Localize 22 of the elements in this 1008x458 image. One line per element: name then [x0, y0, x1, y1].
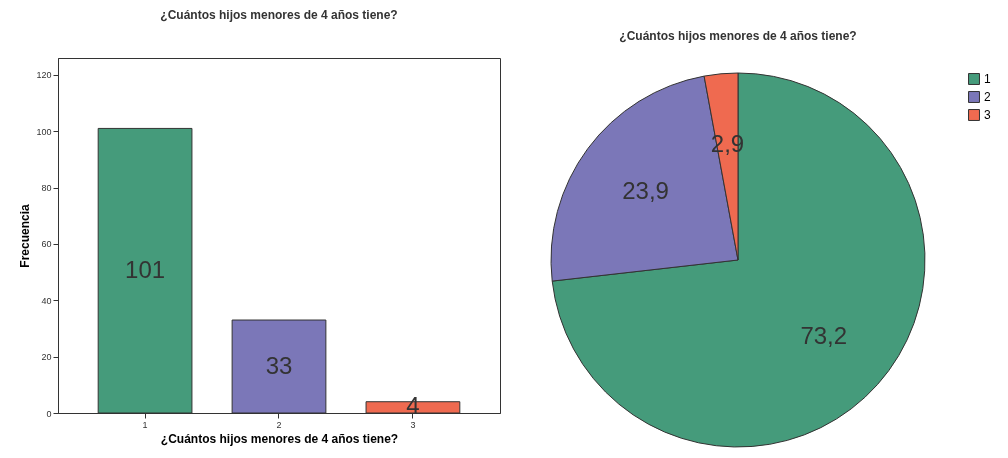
data-label: 33	[265, 351, 293, 379]
x-tick-label: 3	[410, 419, 416, 430]
y-tick-label: 100	[36, 126, 52, 137]
y-tick-label: 60	[41, 239, 52, 250]
data-label: 23,9	[622, 176, 669, 204]
y-tick-label: 40	[41, 295, 52, 306]
chart-title: ¿Cuántos hijos menores de 4 años tiene?	[619, 29, 857, 43]
data-label: 101	[125, 255, 166, 283]
x-tick-label: 2	[276, 419, 282, 430]
legend-label: 2	[984, 90, 991, 104]
pie-slice	[551, 72, 926, 448]
chart-title: ¿Cuántos hijos menores de 4 años tiene?	[160, 8, 398, 22]
y-tick-label: 120	[36, 70, 52, 81]
legend-label: 3	[984, 108, 991, 122]
y-tick-label: 20	[41, 352, 52, 363]
y-axis-title: Frecuencia	[18, 204, 33, 268]
legend-label: 1	[984, 72, 991, 86]
x-tick-label: 1	[142, 419, 148, 430]
y-tick-label: 0	[46, 408, 52, 419]
x-axis-title: ¿Cuántos hijos menores de 4 años tiene?	[160, 431, 399, 446]
y-tick-label: 80	[41, 183, 52, 194]
data-label: 73,2	[800, 321, 848, 349]
